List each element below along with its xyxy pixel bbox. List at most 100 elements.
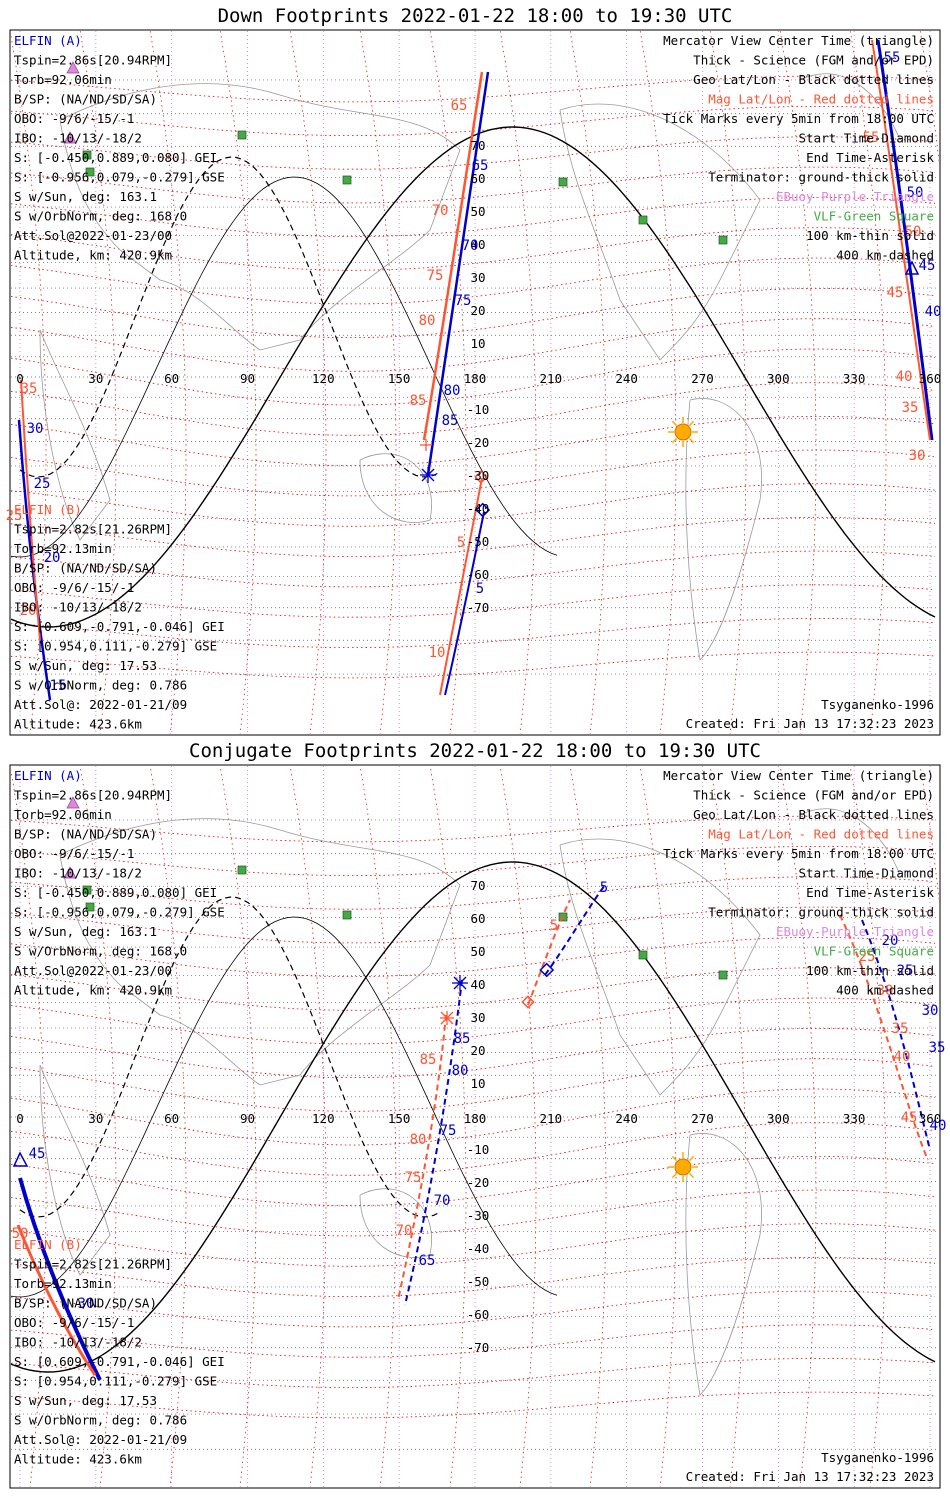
track-time-label: 5 (457, 535, 465, 551)
mag-lat-line (11, 1223, 936, 1267)
elfin-a-info: Torb=92.06min (14, 72, 112, 87)
track-time-label: 70 (432, 203, 449, 219)
legend-line: Mag Lat/Lon - Red dotted lines (708, 827, 934, 842)
track-time-label: 70 (462, 238, 479, 254)
elfin-b-info: S: [0.609,-0.791,-0.046] GEI (14, 619, 225, 634)
mag-lat-line (11, 937, 936, 977)
track-time-label: 75 (440, 1123, 457, 1139)
lon-tick-label: 270 (691, 1111, 714, 1126)
start-diamond-b (474, 470, 488, 484)
mag-lat-line (11, 227, 936, 271)
lat-tick-label: 70 (470, 138, 485, 153)
elfin-a-info: OBO: -9/6/-15/-1 (14, 846, 134, 861)
legend-line: 100 km-thin solid (806, 963, 934, 978)
legend-line: 100 km-thin solid (806, 228, 934, 243)
elfin-a-info: S w/Sun, deg: 163.1 (14, 924, 157, 939)
center-triangle (12, 1151, 29, 1167)
track-time-label: 50 (12, 1226, 29, 1242)
lat-tick-label: -20 (467, 1175, 490, 1190)
sun-ray (671, 1155, 678, 1162)
track-time-label: 5 (600, 880, 608, 896)
elfin-a-name: ELFIN (A) (14, 768, 82, 783)
elfin-a-conj-top (544, 884, 606, 976)
track-time-label: 40 (894, 1049, 911, 1065)
lon-tick-label: 60 (164, 1111, 179, 1126)
track-time-label: 45 (887, 285, 904, 301)
elfin-a-science-left (18, 1177, 102, 1381)
coastline (559, 838, 761, 1096)
mag-lat-line (11, 1290, 936, 1328)
legend-line: Start Time-Diamond (799, 866, 934, 881)
lat-tick-label: 10 (470, 1076, 485, 1091)
mag-lon-line (849, 31, 887, 734)
mag-lat-line (11, 1257, 936, 1297)
lat-tick-label: -40 (467, 501, 490, 516)
sun-ray (688, 1155, 695, 1162)
sun-ray (688, 437, 695, 444)
mag-lon-line (569, 766, 607, 1487)
elfin-a-conj-track (404, 979, 463, 1306)
track-time-label: 50 (905, 224, 922, 240)
legend-line: EBuoy-Purple Triangle (776, 189, 934, 204)
created-timestamp: Created: Fri Jan 13 17:32:23 2023 (686, 716, 934, 731)
elfin-b-info: S: [0.954,0.111,-0.279] GSE (14, 1374, 217, 1389)
elfin-b-info: Att.Sol@: 2022-01-21/09 (14, 697, 187, 712)
vlf-station-square (237, 865, 247, 875)
track-time-label: 20 (882, 933, 899, 949)
elfin-b-track (439, 477, 483, 696)
lat-tick-label: 20 (470, 303, 485, 318)
coastline (59, 83, 461, 351)
lon-tick-label: 90 (240, 371, 255, 386)
mag-lon-line (11, 768, 47, 1487)
track-time-label: 30 (909, 448, 926, 464)
lon-tick-label: 240 (615, 371, 638, 386)
vlf-station-square (342, 175, 352, 185)
track-time-label: 55 (884, 50, 901, 66)
map-layers (11, 766, 939, 1487)
track-time-label: 85 (420, 1052, 437, 1068)
track-time-label: 25 (6, 508, 23, 524)
track-time-label: 35 (892, 1021, 909, 1037)
elfin-b-info: IBO: -10/13/-18/2 (14, 1335, 142, 1350)
lon-tick-label: 30 (88, 1111, 103, 1126)
vlf-station-square (638, 950, 648, 960)
elfin-b-edge-track (20, 379, 41, 641)
track-time-label: 85 (454, 1031, 471, 1047)
lat-tick-label: -10 (467, 1142, 490, 1157)
coastline (359, 453, 432, 523)
sun-ray (688, 1172, 695, 1179)
lat-tick-label: -70 (467, 600, 490, 615)
lat-tick-label: 10 (470, 336, 485, 351)
elfin-b-info: S w/Sun, deg: 17.53 (14, 658, 157, 673)
legend-line: Geo Lat/Lon - Black dotted lines (693, 807, 934, 822)
mag-lon-line (11, 33, 47, 734)
legend-line: Thick - Science (FGM and/or EPD) (693, 53, 934, 68)
track-time-label: 40 (925, 304, 942, 320)
legend-line: Thick - Science (FGM and/or EPD) (693, 788, 934, 803)
lat-tick-label: 30 (470, 270, 485, 285)
vlf-station-square (82, 150, 92, 160)
lon-tick-label: 330 (843, 1111, 866, 1126)
track-time-label: 40 (896, 369, 913, 385)
lon-tick-label: 180 (464, 371, 487, 386)
sun-ray (671, 437, 678, 444)
panel-title: Down Footprints 2022-01-22 18:00 to 19:3… (218, 5, 733, 27)
lon-tick-label: 0 (16, 371, 24, 386)
elfin-b-info: S w/OrbNorm, deg: 0.786 (14, 1413, 187, 1428)
lon-tick-label: 240 (615, 1111, 638, 1126)
track-time-label: 25 (897, 963, 914, 979)
panel-title: Conjugate Footprints 2022-01-22 18:00 to… (189, 740, 761, 762)
track-time-label: 25 (859, 949, 876, 965)
lon-tick-label: 150 (388, 1111, 411, 1126)
terminator-100km (11, 176, 558, 558)
mag-lon-line (779, 31, 817, 734)
elfin-b-info: S: [0.609,-0.791,-0.046] GEI (14, 1354, 225, 1369)
elfin-b-info: B/SP: (NA/ND/SD/SA) (14, 561, 157, 576)
elfin-b-info: Tspin=2.82s[21.26RPM] (14, 522, 172, 537)
lat-tick-label: 20 (470, 1043, 485, 1058)
mag-lat-line (11, 1189, 936, 1237)
vlf-station-square (82, 885, 92, 895)
lat-tick-label: -50 (467, 1274, 490, 1289)
elfin-a-info: Att.Sol@2022-01-23/00 (14, 963, 172, 978)
down-footprints-panel: Down Footprints 2022-01-22 18:00 to 19:3… (6, 5, 942, 736)
